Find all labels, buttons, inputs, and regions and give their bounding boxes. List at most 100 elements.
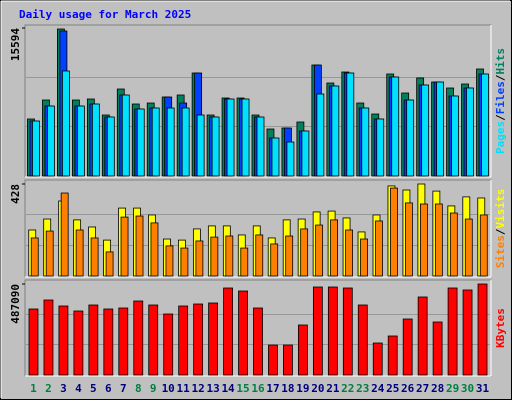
bar [118, 307, 129, 376]
bar [375, 220, 383, 277]
bar [298, 324, 308, 376]
bar [58, 305, 69, 376]
bar [286, 141, 295, 177]
bar [360, 238, 368, 277]
bar [120, 216, 129, 277]
x-tick-label: 28 [431, 382, 444, 395]
x-tick-label: 21 [326, 382, 340, 395]
x-tick-label: 3 [60, 382, 67, 395]
axis-legend: KBytes [494, 308, 507, 348]
bar [406, 99, 415, 177]
x-tick-label: 7 [120, 382, 127, 395]
bar [253, 307, 263, 376]
bar [135, 215, 144, 277]
bar [165, 245, 174, 277]
bar [376, 118, 385, 177]
bar [481, 73, 489, 177]
bar [62, 70, 70, 177]
bar [300, 228, 309, 277]
bar [133, 300, 144, 376]
legend-entry: Pages [494, 121, 507, 154]
bar [451, 95, 459, 177]
bar [372, 342, 383, 376]
x-tick-label: 29 [446, 382, 459, 395]
bar [226, 98, 235, 177]
legend-entry: Sites [494, 235, 507, 268]
bar [315, 224, 324, 277]
x-tick-label: 4 [75, 382, 82, 395]
bar [432, 321, 443, 376]
bar [462, 289, 473, 376]
bar [402, 318, 413, 376]
x-tick-label: 22 [341, 382, 354, 395]
x-tick-label: 20 [311, 382, 324, 395]
bar [283, 344, 293, 376]
bar [43, 299, 54, 376]
bar [103, 308, 114, 376]
bar [361, 107, 370, 177]
bar [223, 287, 233, 376]
bar [166, 107, 175, 177]
chart-title: Daily usage for March 2025 [19, 8, 191, 21]
bar [178, 305, 189, 376]
bar [434, 203, 443, 277]
bar [211, 116, 220, 177]
bar [345, 229, 353, 277]
x-tick-label: 17 [266, 382, 279, 395]
x-tick-label: 30 [461, 382, 474, 395]
bar [238, 290, 248, 376]
x-tick-label: 24 [371, 382, 385, 395]
bar [327, 286, 338, 376]
bar [32, 120, 40, 177]
x-tick-label: 12 [192, 382, 205, 395]
bar [447, 287, 458, 376]
bar [163, 313, 174, 376]
bar [91, 103, 100, 177]
x-tick-label: 18 [281, 382, 294, 395]
bar [391, 76, 400, 177]
x-tick-label: 9 [150, 382, 157, 395]
x-tick-label: 1 [30, 382, 37, 395]
bar [255, 234, 264, 277]
bar [331, 85, 340, 177]
legend-separator: / [494, 228, 507, 235]
legend-entry: Files [494, 81, 507, 114]
bar [421, 84, 430, 177]
y-tick-label: 15594 [9, 28, 22, 61]
x-tick-label: 14 [221, 382, 235, 395]
bar [195, 240, 204, 277]
bar [270, 243, 279, 277]
legend-entry: Hits [494, 48, 507, 75]
x-tick-label: 5 [90, 382, 97, 395]
bar [342, 287, 353, 376]
bar [45, 230, 54, 277]
bar [285, 235, 294, 277]
axis-legend: Sites/Visits [494, 189, 507, 269]
bar [387, 335, 398, 376]
bar [301, 130, 310, 177]
bar [466, 87, 474, 177]
bar [193, 303, 204, 376]
bar [88, 304, 99, 376]
bar [330, 219, 338, 277]
bar [196, 114, 205, 177]
bar [75, 229, 84, 277]
axis-legend: Pages/Files/Hits [494, 48, 507, 154]
bar [210, 236, 219, 277]
bar [449, 212, 458, 277]
bar [76, 105, 85, 177]
bar [477, 283, 488, 376]
bar [208, 302, 218, 376]
x-tick-label: 31 [476, 382, 490, 395]
x-tick-label: 11 [177, 382, 191, 395]
bar [105, 251, 114, 277]
bar [405, 202, 413, 277]
y-tick-label: 428 [9, 184, 22, 204]
x-tick-label: 2 [45, 382, 52, 395]
bar [479, 214, 488, 277]
bar [346, 72, 355, 177]
bar [180, 247, 189, 277]
bar [417, 296, 428, 376]
bar [106, 116, 115, 177]
